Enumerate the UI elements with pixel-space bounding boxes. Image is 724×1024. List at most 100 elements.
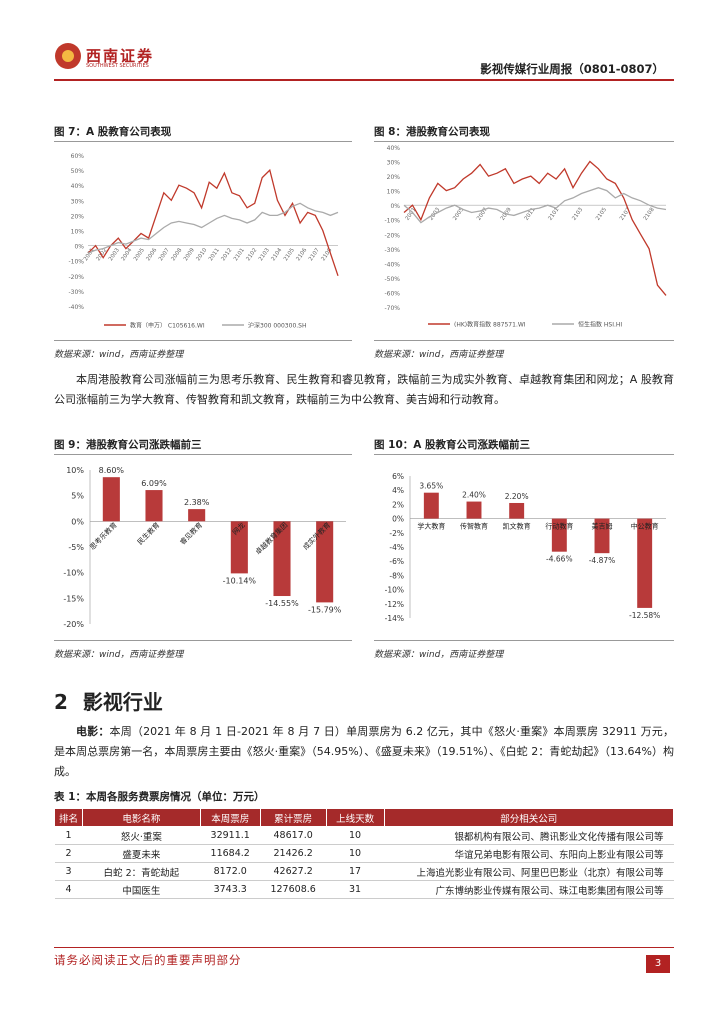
x-tick-label: 2102 (245, 247, 258, 262)
fig8-title: 图 8：港股教育公司表现 (374, 126, 490, 138)
data-label: 8.60% (99, 466, 125, 475)
y-tick-label: 4% (392, 486, 404, 495)
data-label: 2.20% (505, 492, 529, 501)
report-title: 影视传媒行业周报（0801-0807） (480, 62, 664, 76)
paragraph-film-body: 本周（2021 年 8 月 1 日-2021 年 8 月 7 日）单周票房为 6… (54, 725, 674, 778)
x-tick-label: 2108 (643, 206, 656, 221)
x-tick-label: 2104 (270, 247, 283, 262)
bar (637, 518, 653, 608)
table-cell: 21426.2 (260, 844, 327, 863)
table1-title: 表 1：本周各服务费票房情况（单位：万元） (54, 791, 265, 803)
table-cell: 127608.6 (260, 880, 327, 899)
category-label: 民生教育 (135, 520, 161, 546)
fig8-top-rule (374, 141, 674, 142)
fig7-top-rule (54, 141, 352, 142)
bar (188, 509, 206, 522)
y-tick-label: -60% (384, 290, 400, 297)
y-tick-label: 0% (74, 244, 84, 251)
y-tick-label: -14% (385, 614, 404, 623)
y-tick-label: 0% (392, 515, 404, 524)
fig10-bottom-rule (374, 640, 674, 641)
y-tick-label: -30% (384, 247, 400, 254)
fig8-bottom-rule (374, 340, 674, 341)
fig10-source: 数据来源：wind，西南证券整理 (374, 650, 504, 660)
x-tick-label: 2103 (571, 206, 584, 221)
table-cell: 10 (326, 844, 385, 863)
y-tick-label: -4% (389, 543, 404, 552)
table-cell: 31 (326, 880, 385, 899)
category-label: 行动教育 (545, 522, 573, 531)
table-cell: 怒火·重案 (82, 826, 201, 845)
bar (145, 490, 163, 522)
fig9-title: 图 9：港股教育公司涨跌幅前三 (54, 439, 202, 451)
section-heading: 2 影视行业 (54, 686, 163, 715)
legend-label-0: (HK)教育指数 887571.WI (454, 321, 526, 329)
table-row: 2 盛夏未来 11684.2 21426.2 10 华谊兄弟电影有限公司、东阳向上影业有限… (54, 844, 674, 863)
y-tick-label: 30% (387, 160, 401, 167)
y-tick-label: 0% (390, 203, 400, 210)
data-label: 6.09% (141, 479, 167, 488)
data-label: 2.38% (184, 498, 210, 507)
table-header-cell: 本周票房 (199, 808, 261, 827)
header-divider (54, 79, 674, 81)
table-cell: 4 (54, 880, 83, 899)
y-tick-label: -40% (384, 261, 400, 268)
bar (273, 521, 291, 597)
fig7-bottom-rule (54, 340, 352, 341)
table-cell: 银都机构有限公司、腾讯影业文化传播有限公司等 (384, 826, 674, 845)
footer-divider (54, 947, 674, 948)
x-tick-label: 2010 (195, 247, 208, 262)
category-label: 睿见教育 (178, 520, 204, 546)
legend-label-1: 恒生指数 HSI.HI (578, 321, 622, 329)
x-tick-label: 2007 (158, 247, 171, 262)
x-tick-label: 2009 (183, 247, 196, 262)
table-cell: 48617.0 (260, 826, 327, 845)
x-tick-label: 2101 (233, 247, 246, 262)
table-cell: 8172.0 (200, 862, 261, 881)
brand-name-en: SOUTHWEST SECURITIES (86, 63, 149, 69)
y-tick-label: -40% (68, 304, 84, 311)
x-tick-label: 2103 (258, 247, 271, 262)
table-cell: 3743.3 (200, 880, 261, 899)
y-tick-label: -12% (385, 600, 404, 609)
x-tick-label: 2011 (208, 247, 221, 262)
x-tick-label: 2108 (320, 247, 333, 262)
brand-logo (55, 43, 81, 69)
fig7-title: 图 7：A 股教育公司表现 (54, 126, 172, 138)
fig8-source: 数据来源：wind，西南证券整理 (374, 350, 504, 360)
data-label: 3.65% (419, 482, 443, 491)
category-label: 中公教育 (631, 522, 659, 531)
y-tick-label: 0% (71, 517, 84, 526)
y-tick-label: 2% (392, 500, 404, 509)
y-tick-label: 40% (71, 183, 85, 190)
section-title: 影视行业 (82, 690, 163, 714)
fig10-bar-chart: 6% 4% 2% 0% -2% -4% -6% -8% -10% -12% -14% 3.65% 学大教… (385, 472, 666, 623)
y-tick-label: 20% (71, 213, 85, 220)
bar (466, 501, 482, 519)
table-row: 3 白蛇 2：青蛇劫起 8172.0 42627.2 17 上海追光影业有限公司、阿里巴巴… (54, 862, 674, 881)
y-tick-label: 60% (71, 153, 85, 160)
paragraph-film-lead: 电影： (76, 725, 110, 738)
y-tick-label: 5% (71, 492, 84, 501)
x-tick-label: 2001 (83, 247, 96, 262)
fig9-top-rule (54, 454, 352, 455)
bar (594, 518, 610, 554)
table-header-cell: 上线天数 (325, 808, 385, 827)
footer-disclaimer: 请务必阅读正文后的重要声明部分 (54, 953, 242, 967)
series-line-0 (87, 168, 339, 277)
table-cell: 盛夏未来 (82, 844, 201, 863)
data-label: -10.14% (223, 576, 257, 585)
series-line-1 (87, 202, 339, 254)
bar (551, 518, 567, 552)
table-cell: 1 (54, 826, 83, 845)
category-label: 凯文教育 (503, 522, 531, 531)
y-tick-label: 30% (71, 198, 85, 205)
data-label: -15.79% (308, 605, 342, 614)
y-tick-label: -5% (68, 543, 84, 552)
table-cell: 3 (54, 862, 83, 881)
y-tick-label: -10% (385, 586, 404, 595)
legend-label-0: 教育（申万） C105616.WI (130, 322, 205, 330)
x-tick-label: 2012 (220, 247, 233, 262)
bar (230, 521, 248, 574)
table-cell: 华谊兄弟电影有限公司、东阳向上影业有限公司等 (384, 844, 674, 863)
